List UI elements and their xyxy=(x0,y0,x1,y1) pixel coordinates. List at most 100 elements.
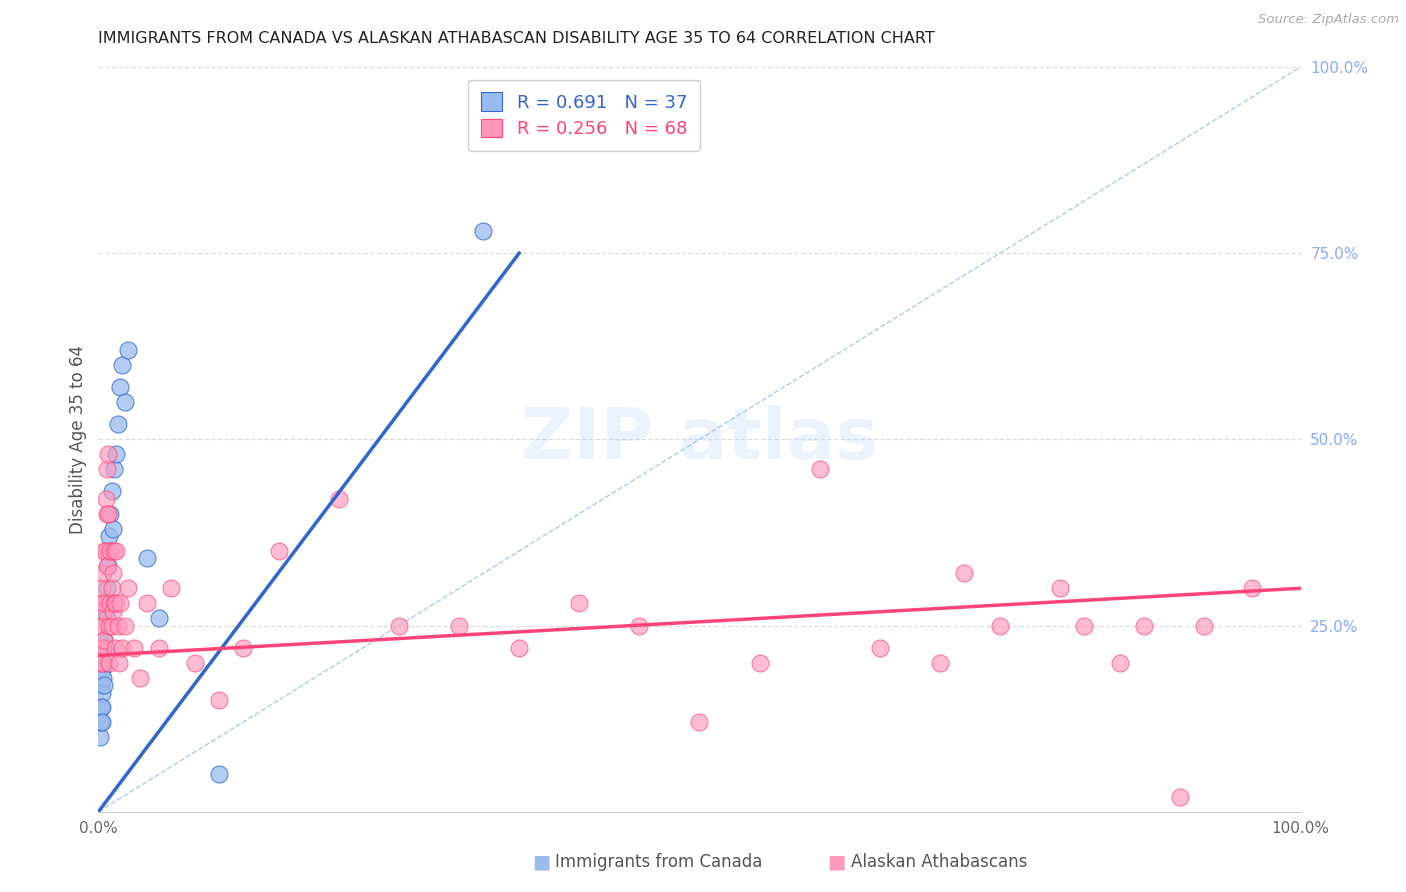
Point xyxy=(869,640,891,655)
Point xyxy=(148,640,170,655)
Point xyxy=(103,544,125,558)
Point xyxy=(105,596,128,610)
Point xyxy=(94,491,117,506)
Point xyxy=(101,522,124,536)
Point xyxy=(1241,582,1264,596)
Point xyxy=(628,618,651,632)
Point xyxy=(100,544,122,558)
Point xyxy=(89,656,111,670)
Point xyxy=(1133,618,1156,632)
Point xyxy=(100,507,122,521)
Point xyxy=(100,596,122,610)
Point xyxy=(267,544,290,558)
Point xyxy=(104,640,127,655)
Point xyxy=(91,640,114,655)
Point xyxy=(94,544,117,558)
Point xyxy=(98,656,121,670)
Point xyxy=(89,730,111,744)
Point xyxy=(91,566,114,581)
Point xyxy=(1194,618,1216,632)
Point xyxy=(91,700,114,714)
Point xyxy=(232,640,254,655)
Point xyxy=(117,582,139,596)
Point xyxy=(91,663,114,677)
Point xyxy=(111,358,134,372)
Point xyxy=(114,618,136,632)
Point xyxy=(388,618,411,632)
Point xyxy=(1170,789,1192,804)
Text: ■: ■ xyxy=(827,852,846,871)
Point xyxy=(96,582,118,596)
Point xyxy=(208,767,231,781)
Point xyxy=(91,715,114,730)
Point xyxy=(96,462,118,476)
Point xyxy=(93,656,115,670)
Point xyxy=(129,671,152,685)
Point xyxy=(472,224,495,238)
Point xyxy=(89,700,111,714)
Point xyxy=(107,417,129,432)
Point xyxy=(90,700,112,714)
Point xyxy=(91,685,114,699)
Point xyxy=(748,656,770,670)
Point xyxy=(208,693,231,707)
Point xyxy=(148,611,170,625)
Point xyxy=(808,462,831,476)
Point xyxy=(96,558,118,573)
Point xyxy=(159,582,181,596)
Point xyxy=(328,491,350,506)
Point xyxy=(90,596,112,610)
Point xyxy=(107,618,129,632)
Point xyxy=(103,596,125,610)
Point xyxy=(91,640,114,655)
Point xyxy=(91,671,114,685)
Point xyxy=(105,544,128,558)
Point xyxy=(928,656,950,670)
Point xyxy=(93,596,115,610)
Point xyxy=(96,507,118,521)
Point xyxy=(1073,618,1095,632)
Point xyxy=(97,558,120,573)
Text: IMMIGRANTS FROM CANADA VS ALASKAN ATHABASCAN DISABILITY AGE 35 TO 64 CORRELATION: IMMIGRANTS FROM CANADA VS ALASKAN ATHABA… xyxy=(98,31,935,46)
Point xyxy=(101,566,124,581)
Point xyxy=(89,618,111,632)
Point xyxy=(508,640,530,655)
Text: Alaskan Athabascans: Alaskan Athabascans xyxy=(851,853,1026,871)
Point xyxy=(93,544,115,558)
Point xyxy=(93,678,115,692)
Text: ZIP atlas: ZIP atlas xyxy=(520,405,879,474)
Point xyxy=(89,715,111,730)
Point xyxy=(91,582,114,596)
Point xyxy=(111,640,134,655)
Point xyxy=(1109,656,1132,670)
Point xyxy=(183,656,205,670)
Point xyxy=(100,618,122,632)
Point xyxy=(94,640,117,655)
Point xyxy=(568,596,591,610)
Point xyxy=(1049,582,1071,596)
Point xyxy=(689,715,711,730)
Point xyxy=(108,380,131,394)
Point xyxy=(97,596,120,610)
Point xyxy=(108,596,131,610)
Text: ■: ■ xyxy=(531,852,551,871)
Text: Source: ZipAtlas.com: Source: ZipAtlas.com xyxy=(1258,13,1399,27)
Text: Immigrants from Canada: Immigrants from Canada xyxy=(555,853,762,871)
Point xyxy=(953,566,976,581)
Legend: R = 0.691   N = 37, R = 0.256   N = 68: R = 0.691 N = 37, R = 0.256 N = 68 xyxy=(468,79,700,151)
Point xyxy=(91,604,114,618)
Point xyxy=(96,611,118,625)
Y-axis label: Disability Age 35 to 64: Disability Age 35 to 64 xyxy=(69,345,87,533)
Point xyxy=(103,462,125,476)
Point xyxy=(93,633,115,648)
Point xyxy=(90,640,112,655)
Point xyxy=(97,447,120,461)
Point xyxy=(93,633,115,648)
Point xyxy=(101,604,124,618)
Point xyxy=(447,618,470,632)
Point xyxy=(124,640,146,655)
Point xyxy=(108,656,131,670)
Point xyxy=(105,447,128,461)
Point xyxy=(91,618,114,632)
Point xyxy=(91,656,114,670)
